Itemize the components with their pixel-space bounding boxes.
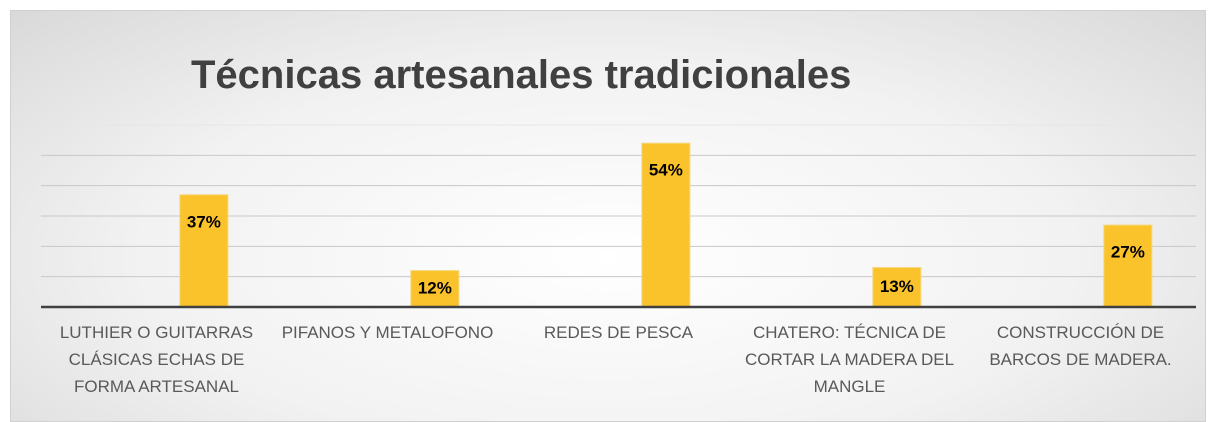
bar bbox=[872, 267, 922, 308]
value-label: 27% bbox=[1111, 243, 1145, 262]
value-label: 12% bbox=[418, 278, 452, 297]
chart-title: Técnicas artesanales tradicionales bbox=[191, 53, 852, 97]
x-tick-label: CHATERO: TÉCNICA DE CORTAR LA MADERA DEL… bbox=[744, 323, 955, 396]
x-tick-label: REDES DE PESCA bbox=[543, 323, 694, 342]
x-tick-label: PIFANOS Y METALOFONO bbox=[281, 323, 494, 342]
x-tick-label: LUTHIER O GUITARRAS CLÁSICAS ECHAS DE FO… bbox=[59, 323, 254, 396]
value-label: 37% bbox=[187, 212, 221, 231]
plot: 37% 12% 54% 13% 27% bbox=[41, 124, 1196, 309]
bar bbox=[1103, 224, 1153, 308]
value-label: 13% bbox=[880, 277, 914, 296]
bar bbox=[641, 142, 691, 308]
bar bbox=[410, 270, 460, 308]
x-tick-label: CONSTRUCCIÓN DE BARCOS DE MADERA. bbox=[989, 323, 1172, 369]
chart: 37% 12% 54% 13% 27% Técnicas artesanales tra… bbox=[10, 10, 1206, 422]
value-label: 54% bbox=[649, 161, 683, 180]
